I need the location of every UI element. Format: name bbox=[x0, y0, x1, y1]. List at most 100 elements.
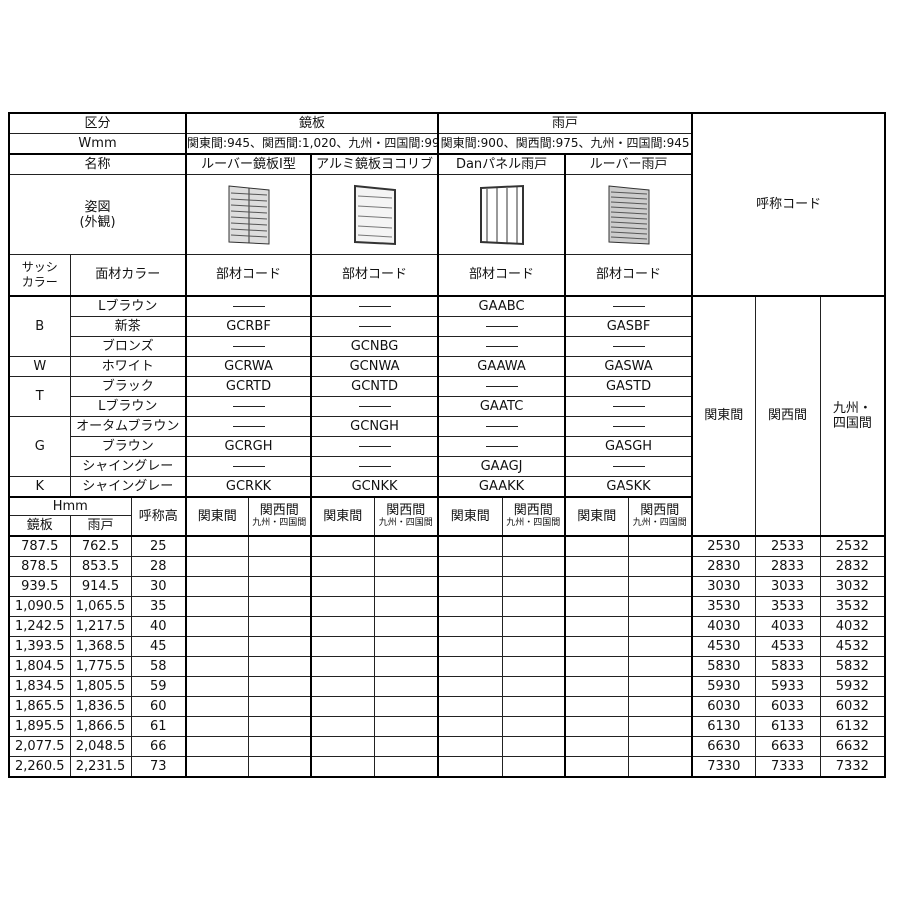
kosho-code-kansai: 2833 bbox=[754, 555, 821, 577]
code-entry-cell bbox=[310, 635, 375, 657]
kosho-code-kansai: 6633 bbox=[754, 735, 821, 757]
code-entry-cell bbox=[437, 675, 503, 697]
h-kagamiita: 878.5 bbox=[8, 555, 71, 577]
code-entry-cell bbox=[564, 555, 629, 577]
no-code-dash bbox=[564, 295, 693, 317]
kosho-code-kyushu: 3032 bbox=[819, 575, 887, 597]
code-entry-cell bbox=[185, 715, 249, 737]
code-entry-cell bbox=[501, 715, 566, 737]
kosho-code-kansai: 4533 bbox=[754, 635, 821, 657]
h-amado: 2,231.5 bbox=[69, 755, 132, 778]
code-entry-cell bbox=[627, 695, 693, 717]
kosho-taka: 35 bbox=[130, 595, 187, 617]
dash-mark bbox=[358, 325, 391, 327]
color-row: B Lブラウン GAABC 関東間 関西間 九州・ 四国間 bbox=[8, 295, 887, 537]
sash-color-label-2: カラー bbox=[21, 274, 58, 289]
amado-width: 関東間:900、関西間:975、九州・四国間:945 bbox=[437, 133, 693, 155]
h-kagamiita: 939.5 bbox=[8, 575, 71, 597]
kosho-taka: 30 bbox=[130, 575, 187, 597]
alumi-kagamiita-image bbox=[310, 174, 439, 255]
dash-mark bbox=[612, 405, 645, 407]
product-name: ルーバー雨戸 bbox=[564, 153, 693, 175]
h-kagamiita: 1,804.5 bbox=[8, 655, 71, 677]
kosho-code-kansai: 2533 bbox=[754, 535, 821, 557]
code-entry-cell bbox=[247, 655, 312, 677]
dash-mark bbox=[232, 465, 265, 467]
code-entry-cell bbox=[247, 715, 312, 737]
kosho-code-kanto: 3030 bbox=[691, 575, 756, 597]
buzai-code: GASTD bbox=[564, 375, 693, 397]
no-code-dash bbox=[564, 415, 693, 437]
kansai-kyushu-subheader: 関西間 九州・四国間 bbox=[627, 496, 693, 537]
kosho-code-kyushu: 6032 bbox=[819, 695, 887, 717]
kosho-code-kanto: 6630 bbox=[691, 735, 756, 757]
code-entry-cell bbox=[564, 755, 629, 778]
dash-mark bbox=[612, 305, 645, 307]
dan-panel-icon bbox=[479, 184, 524, 245]
buzai-code: GCRGH bbox=[185, 435, 312, 457]
code-entry-cell bbox=[627, 675, 693, 697]
h-amado: 2,048.5 bbox=[69, 735, 132, 757]
h-kagamiita: 787.5 bbox=[8, 535, 71, 557]
menzai-color: オータムブラウン bbox=[69, 415, 187, 437]
dash-mark bbox=[485, 345, 518, 347]
kosho-code-kansai: 7333 bbox=[754, 755, 821, 778]
menzai-color: ホワイト bbox=[69, 355, 187, 377]
no-code-dash bbox=[185, 295, 312, 317]
kyushu-label: 九州・四国間 bbox=[506, 518, 561, 528]
buzai-code: GASWA bbox=[564, 355, 693, 377]
menzai-color: シャイングレー bbox=[69, 455, 187, 477]
code-entry-cell bbox=[501, 695, 566, 717]
buzai-code: GCRKK bbox=[185, 475, 312, 498]
kosho-code-kansai: 6133 bbox=[754, 715, 821, 737]
buzai-code: GCRWA bbox=[185, 355, 312, 377]
kyushu-label: 九州・四国間 bbox=[632, 518, 687, 528]
louver-shutter-icon bbox=[608, 184, 650, 245]
dash-mark bbox=[358, 465, 391, 467]
kosho-code-kyushu: 4032 bbox=[819, 615, 887, 637]
no-code-dash bbox=[437, 335, 566, 357]
kosho-code-kyushu: 7332 bbox=[819, 755, 887, 778]
h-kagamiita-header: 鏡板 bbox=[8, 514, 71, 537]
sash-color: G bbox=[8, 415, 71, 477]
code-entry-cell bbox=[247, 535, 312, 557]
size-row: 939.5 914.5 30 3030 3033 3032 bbox=[8, 575, 887, 597]
h-kagamiita: 1,865.5 bbox=[8, 695, 71, 717]
dash-mark bbox=[232, 345, 265, 347]
code-entry-cell bbox=[247, 735, 312, 757]
dash-mark bbox=[232, 405, 265, 407]
shizu-label: 姿図 bbox=[84, 199, 111, 215]
kosho-code-kyushu: 5832 bbox=[819, 655, 887, 677]
code-entry-cell bbox=[437, 555, 503, 577]
kosho-code-kyushu: 4532 bbox=[819, 635, 887, 657]
code-entry-cell bbox=[564, 535, 629, 557]
buzai-code: GASKK bbox=[564, 475, 693, 498]
code-entry-cell bbox=[310, 575, 375, 597]
code-entry-cell bbox=[501, 675, 566, 697]
h-kagamiita: 1,895.5 bbox=[8, 715, 71, 737]
kosho-code-kansai: 6033 bbox=[754, 695, 821, 717]
code-entry-cell bbox=[501, 655, 566, 677]
kansai-kyushu-subheader: 関西間 九州・四国間 bbox=[247, 496, 312, 537]
kansai-kyushu-subheader: 関西間 九州・四国間 bbox=[501, 496, 566, 537]
kagamiita-header: 鏡板 bbox=[185, 112, 439, 134]
kosho-code-kanto: 4530 bbox=[691, 635, 756, 657]
buzai-code: GAAKK bbox=[437, 475, 566, 498]
code-entry-cell bbox=[247, 575, 312, 597]
size-row: 1,865.5 1,836.5 60 6030 6033 6032 bbox=[8, 695, 887, 717]
menzai-color: ブロンズ bbox=[69, 335, 187, 357]
kyushu-label: 九州・四国間 bbox=[252, 518, 307, 528]
color-row: シャイングレー GAAGJ bbox=[9, 455, 885, 477]
kosho-code-header: 呼称コード bbox=[691, 112, 887, 297]
code-entry-cell bbox=[310, 655, 375, 677]
code-entry-cell bbox=[247, 635, 312, 657]
menzai-color: Lブラウン bbox=[69, 395, 187, 417]
code-entry-cell bbox=[247, 755, 312, 778]
code-entry-cell bbox=[310, 675, 375, 697]
code-entry-cell bbox=[564, 635, 629, 657]
h-kagamiita: 2,077.5 bbox=[8, 735, 71, 757]
shizu-sub-label: (外観) bbox=[79, 214, 116, 230]
code-entry-cell bbox=[501, 755, 566, 778]
no-code-dash bbox=[185, 455, 312, 477]
buzai-code: GCNWA bbox=[310, 355, 439, 377]
